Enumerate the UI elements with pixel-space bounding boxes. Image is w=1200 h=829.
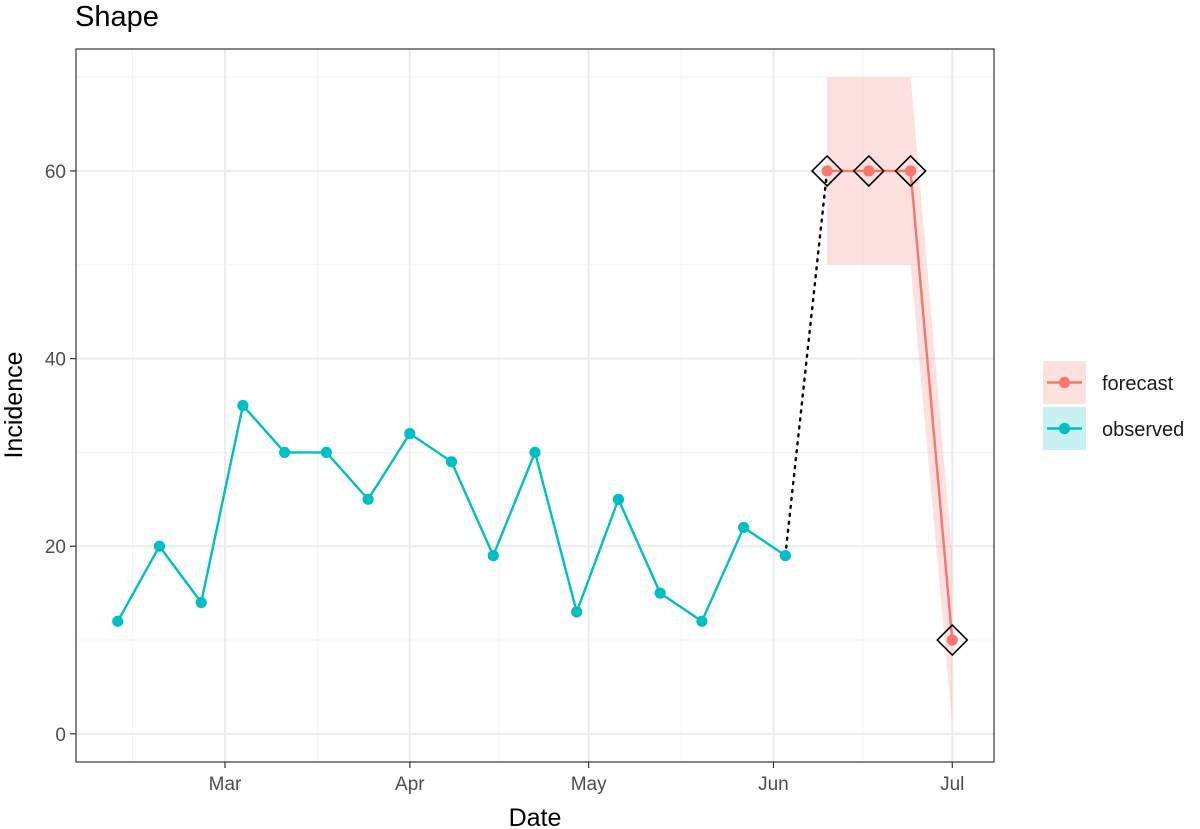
observed-point [153, 540, 166, 552]
observed-point [237, 399, 249, 412]
diamond-markers [810, 154, 969, 657]
x-tick-label: Jul [940, 774, 964, 795]
chart-title: Shape [75, 1, 159, 33]
legend-item-forecast: forecast [1043, 361, 1174, 404]
observed-point [696, 615, 708, 627]
observed-point [445, 456, 458, 468]
y-tick-label: 60 [45, 162, 66, 183]
forecast-line [827, 169, 954, 641]
diamond-marker [810, 154, 844, 188]
connector-line [784, 169, 829, 557]
legend-key-point [1058, 422, 1071, 435]
legend: forecast observed [1043, 361, 1184, 450]
x-tick-label: May [571, 774, 607, 795]
y-tick-label: 40 [45, 350, 66, 371]
plot-panel [76, 49, 994, 762]
diamond-marker [894, 154, 927, 188]
y-axis-title: Incidence [0, 351, 28, 458]
series-points [112, 165, 958, 646]
observed-point [779, 550, 791, 562]
observed-point [404, 428, 416, 440]
x-axis-title: Date [509, 804, 562, 829]
legend-key-point [1058, 376, 1071, 389]
x-tick-label: Apr [395, 774, 425, 795]
x-tick-label: Mar [209, 774, 242, 795]
observed-point [362, 493, 374, 505]
legend-label: forecast [1102, 373, 1174, 395]
x-axis: Mar Apr May Jun Jul [209, 762, 964, 795]
forecast-point [863, 165, 875, 177]
y-axis: 0 20 40 60 [45, 162, 76, 746]
forecast-point [821, 165, 833, 177]
forecast-ribbon [827, 77, 953, 725]
legend-item-observed: observed [1043, 407, 1184, 450]
forecast-point [904, 165, 917, 177]
observed-point [279, 446, 291, 459]
forecast-point [946, 634, 958, 646]
forecast-ribbons [827, 77, 953, 725]
x-tick-label: Jun [758, 774, 789, 795]
observed-point [487, 550, 499, 562]
plot-border [75, 48, 995, 763]
y-tick-label: 0 [55, 725, 66, 746]
observed-point [320, 446, 332, 459]
legend-label: observed [1102, 419, 1184, 441]
diamond-marker [936, 623, 969, 657]
observed-point [195, 596, 207, 609]
observed-point [738, 521, 750, 534]
observed-point [612, 493, 625, 505]
observed-point [654, 587, 666, 599]
y-tick-label: 20 [45, 537, 66, 558]
diamond-marker [852, 154, 885, 188]
observed-point [112, 615, 124, 627]
observed-point [529, 446, 541, 459]
grid-major [76, 49, 994, 762]
observed-point [571, 606, 583, 618]
